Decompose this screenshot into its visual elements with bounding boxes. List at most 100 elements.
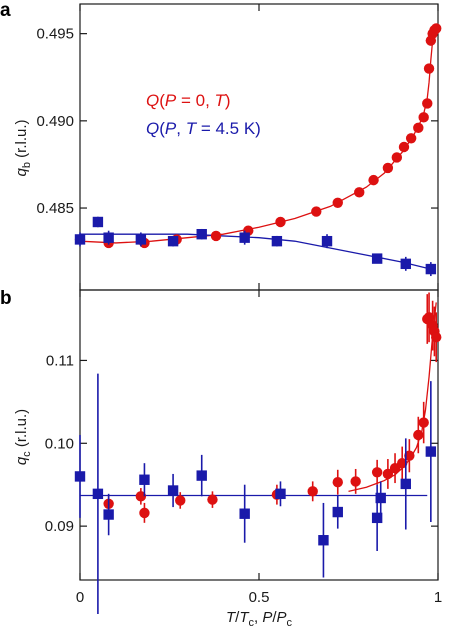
ytick-label-a: 0.495 <box>36 26 74 43</box>
data-point-square <box>103 232 114 243</box>
data-point-circle <box>397 457 408 469</box>
data-point-circle <box>404 450 415 461</box>
ylabel-a-unit: (r.l.u.) <box>13 120 30 163</box>
legend-red-open: ( <box>159 91 165 110</box>
xlabel-c2: c <box>287 617 293 629</box>
panel-label-a: a <box>0 0 11 21</box>
data-point-square <box>92 488 104 500</box>
panel-b-plot: 0.09 0.10 0.11 0 0.5 1 <box>45 290 442 614</box>
panel-label-b: b <box>0 288 12 309</box>
data-point-circle <box>371 467 383 478</box>
data-point-square <box>196 228 207 240</box>
fit-line-1 <box>80 233 431 270</box>
legend-red-q: Q <box>146 91 159 110</box>
data-point-circle <box>418 112 429 123</box>
data-point-square <box>371 253 383 264</box>
legend-blue-p: P <box>165 119 177 138</box>
data-point-circle <box>413 122 424 134</box>
data-point-circle <box>350 476 361 487</box>
ylabel-b-sub: c <box>21 451 33 457</box>
panel-b-frame <box>79 289 439 581</box>
data-point-circle <box>418 417 429 428</box>
legend-blue-open: ( <box>159 119 165 138</box>
legend-blue-mid: , <box>176 119 185 138</box>
data-point-circle <box>207 494 218 505</box>
legend-red-p: P <box>165 91 177 110</box>
panel-a-plot: 0.485 0.490 0.495 <box>36 4 442 290</box>
data-point-circle <box>431 23 442 34</box>
legend-blue-close: = 4.5 K) <box>196 119 261 138</box>
xlabel-p: P <box>262 609 272 626</box>
data-point-circle <box>413 429 424 441</box>
ytick-label-a: 0.485 <box>36 200 74 217</box>
data-point-square <box>139 474 150 485</box>
data-point-square <box>371 512 383 524</box>
xlabel-comma: , <box>254 609 262 626</box>
ylabel-a-main: q <box>13 167 30 176</box>
legend-red: Q(P = 0, T) <box>146 91 231 110</box>
data-point-circle <box>354 187 365 198</box>
data-point-circle <box>382 162 394 174</box>
data-point-square <box>400 258 411 270</box>
data-point-circle <box>139 507 150 519</box>
ylabel-b: qc (r.l.u.) <box>13 409 33 465</box>
data-point-square <box>167 485 179 496</box>
data-point-square <box>271 235 283 247</box>
data-point-square <box>375 492 386 504</box>
legend-red-mid: = 0, <box>176 91 214 110</box>
ytick-label-a: 0.490 <box>36 113 74 130</box>
data-point-circle <box>332 197 343 209</box>
data-point-circle <box>275 216 286 228</box>
data-point-circle <box>175 495 186 506</box>
xlabel: T/Tc, P/Pc <box>226 609 293 629</box>
data-point-square <box>196 470 207 481</box>
data-point-square <box>74 471 86 482</box>
legend-red-close: ) <box>225 91 231 110</box>
data-point-circle <box>422 98 433 109</box>
data-point-circle <box>368 174 379 186</box>
ylabel-a-sub: b <box>21 162 33 168</box>
legend-blue-t: T <box>186 119 198 138</box>
data-point-square <box>275 488 286 500</box>
data-point-square <box>425 446 437 457</box>
xlabel-t: T <box>226 609 237 626</box>
data-point-circle <box>431 332 442 343</box>
data-point-square <box>92 216 104 228</box>
xtick-label: 0.5 <box>249 589 270 606</box>
data-point-circle <box>332 477 343 488</box>
data-point-square <box>321 235 333 247</box>
xtick-label: 1 <box>434 589 442 606</box>
ytick-label-b: 0.09 <box>45 518 74 535</box>
ylabel-b-unit: (r.l.u.) <box>13 409 30 452</box>
ylabel-b-main: q <box>13 456 30 465</box>
data-point-circle <box>311 206 322 217</box>
data-point-circle <box>307 486 318 497</box>
legend-blue-q: Q <box>146 119 159 138</box>
data-point-square <box>74 234 86 245</box>
xlabel-slash1: / <box>235 609 240 626</box>
data-point-circle <box>391 152 403 163</box>
data-point-circle <box>398 141 410 153</box>
data-point-circle <box>423 63 435 74</box>
data-point-square <box>400 478 411 490</box>
xlabel-c1: c <box>248 617 254 629</box>
data-point-square <box>135 234 147 245</box>
legend-red-t: T <box>215 91 227 110</box>
xtick-label: 0 <box>76 589 84 606</box>
data-point-circle <box>210 230 222 242</box>
panel-a-frame <box>79 3 439 291</box>
data-point-circle <box>135 491 147 502</box>
data-point-square <box>425 263 437 275</box>
data-point-square <box>239 508 250 519</box>
ytick-label-b: 0.11 <box>46 352 74 369</box>
xlabel-slash2: / <box>272 609 277 626</box>
data-point-circle <box>405 133 417 144</box>
data-point-square <box>239 232 250 243</box>
xlabel-t2: T <box>239 609 250 626</box>
xlabel-p2: P <box>277 609 287 626</box>
ytick-label-b: 0.10 <box>45 435 74 452</box>
data-point-circle <box>382 468 394 480</box>
legend-blue: Q(P, T = 4.5 K) <box>146 119 261 138</box>
fit-line-red <box>348 302 437 492</box>
